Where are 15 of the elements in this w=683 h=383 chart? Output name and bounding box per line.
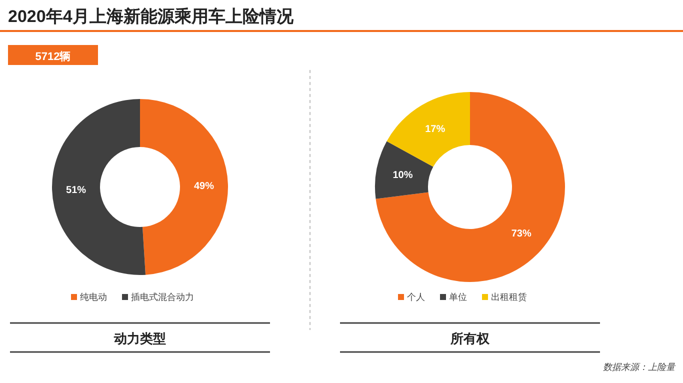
legend-label: 插电式混合动力 bbox=[131, 292, 194, 302]
chart-subtitle: 5712辆 bbox=[35, 50, 71, 63]
text: 所有权 bbox=[450, 331, 490, 346]
legend-label: 纯电动 bbox=[80, 292, 107, 302]
chart-title: 2020年4月上海新能源乘用车上险情况 bbox=[8, 7, 294, 26]
text: 动力类型 bbox=[113, 331, 166, 346]
data-label: 73% bbox=[511, 228, 532, 240]
source-note: 数据来源：上险量 bbox=[603, 362, 676, 372]
data-label: 49% bbox=[194, 180, 214, 192]
legend-label: 个人 bbox=[407, 292, 425, 302]
data-label: 17% bbox=[425, 124, 446, 136]
legend-label: 单位 bbox=[449, 292, 467, 302]
data-label: 51% bbox=[66, 185, 86, 196]
legend-label: 出租租赁 bbox=[491, 292, 527, 302]
data-label: 10% bbox=[392, 170, 413, 182]
